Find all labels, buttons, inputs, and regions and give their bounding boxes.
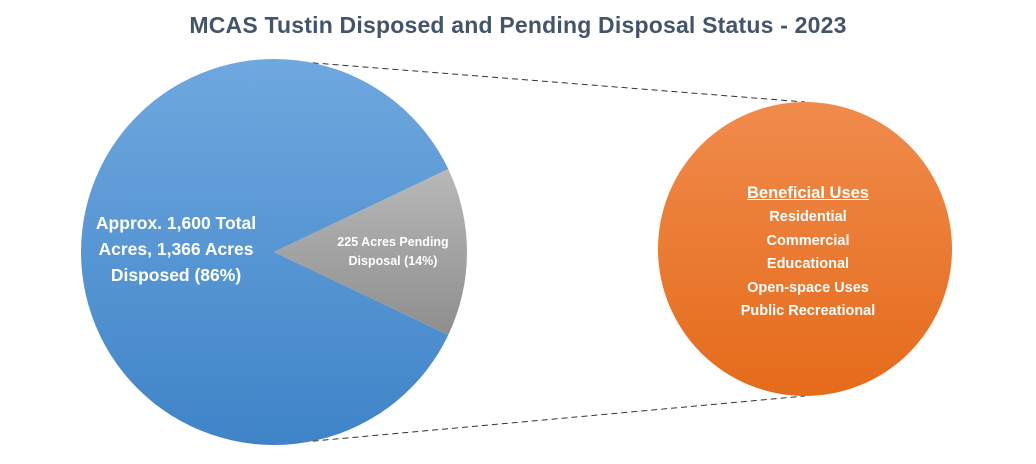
chart-title: MCAS Tustin Disposed and Pending Disposa…: [189, 12, 847, 38]
beneficial-uses-list: Beneficial Uses Residential Commercial E…: [708, 181, 908, 324]
disposed-label-line: Disposed (86%): [110, 265, 242, 285]
beneficial-use-item: Residential: [769, 209, 847, 225]
beneficial-use-item: Open-space Uses: [747, 279, 869, 296]
beneficial-uses-heading: Beneficial Uses: [747, 184, 869, 202]
pending-label-line: 225 Acres Pending: [337, 235, 449, 249]
connector-line: [312, 395, 806, 442]
beneficial-use-item: Educational: [766, 256, 850, 272]
disposed-slice-label: Approx. 1,600 Total Acres, 1,366 Acres D…: [76, 210, 276, 288]
disposed-label-line: Acres, 1,366 Acres: [98, 239, 254, 259]
beneficial-uses-circle: [658, 102, 952, 396]
disposed-label-line: Approx. 1,600 Total: [95, 213, 257, 233]
beneficial-use-item: Commercial: [766, 232, 850, 249]
pie-slice-disposed: [80, 58, 449, 445]
connector-line: [312, 62, 806, 103]
beneficial-use-item: Public Recreational: [740, 303, 876, 319]
pie-slice-pending: [274, 169, 467, 335]
pending-label-line: Disposal (14%): [348, 254, 438, 268]
pending-slice-label: 225 Acres Pending Disposal (14%): [318, 233, 468, 271]
